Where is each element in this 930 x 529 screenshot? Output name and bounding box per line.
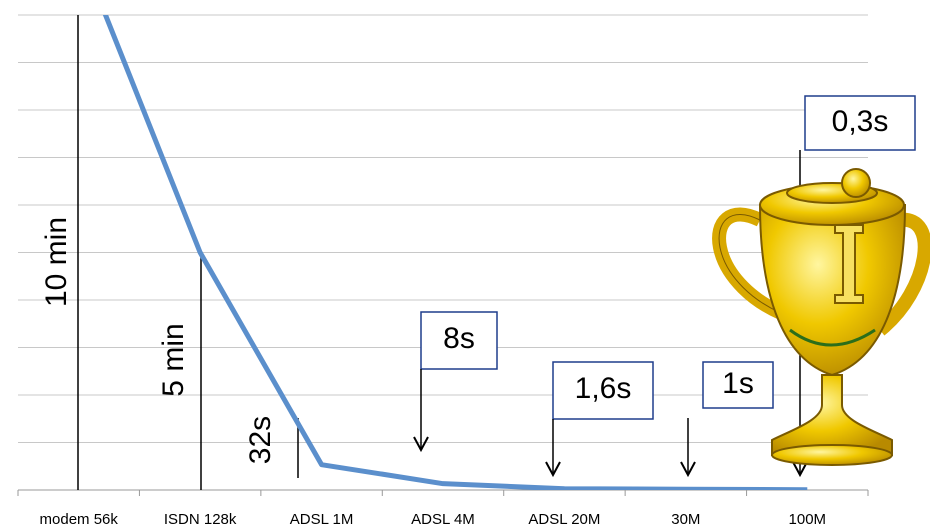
trophy	[719, 169, 925, 465]
x-tick-label: 100M	[789, 511, 827, 528]
annotation: 5 min	[157, 323, 190, 396]
annotation: 1s	[722, 367, 754, 400]
annotation: 32s	[244, 416, 277, 464]
x-tick-label: modem 56k	[40, 511, 119, 528]
annotation: 1,6s	[575, 372, 632, 405]
x-tick-label: ADSL 4M	[411, 511, 475, 528]
annotation: 0,3s	[832, 105, 889, 138]
annotation: 8s	[443, 322, 475, 355]
x-tick-label: ADSL 1M	[290, 511, 354, 528]
x-tick-label: ISDN 128k	[164, 511, 237, 528]
page: {"chart_data": {"type": "line", "categor…	[0, 0, 930, 529]
x-tick-label: ADSL 20M	[528, 511, 600, 528]
data-line	[79, 0, 808, 490]
chart: modem 56k ISDN 128k ADSL 1M ADSL 4M ADSL 20M…	[0, 0, 930, 529]
x-tick-label: 30M	[671, 511, 700, 528]
annotation: 10 min	[40, 217, 73, 307]
